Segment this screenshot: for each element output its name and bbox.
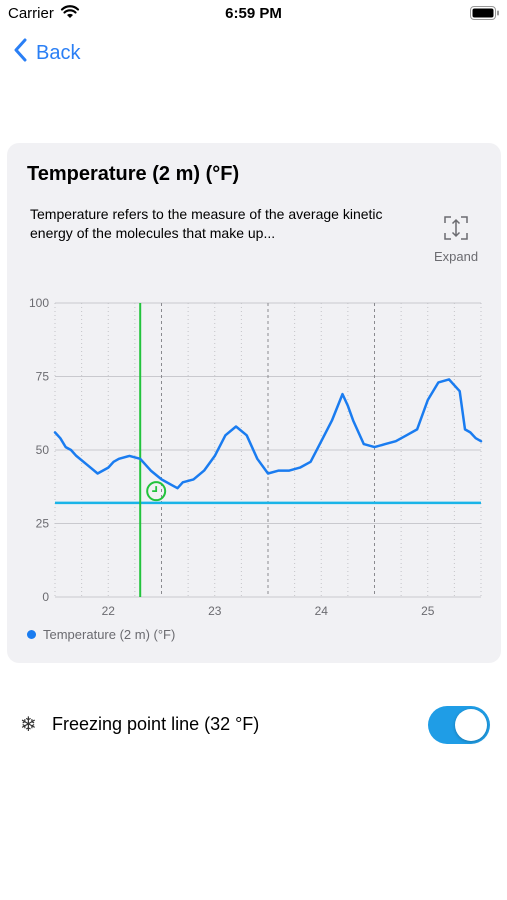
toggle-knob <box>455 709 487 741</box>
x-tick-label: 22 <box>102 604 116 618</box>
card-title: Temperature (2 m) (°F) <box>27 163 240 185</box>
x-tick-label: 25 <box>421 604 435 618</box>
battery-icon <box>470 6 500 25</box>
x-tick-label: 23 <box>208 604 222 618</box>
y-tick-label: 0 <box>42 590 49 604</box>
expand-label: Expand <box>433 249 479 264</box>
back-button[interactable]: Back <box>14 38 80 68</box>
expand-icon <box>443 215 469 246</box>
carrier-label: Carrier <box>8 5 54 22</box>
legend-dot-icon <box>27 630 36 639</box>
card-description: Temperature refers to the measure of the… <box>30 206 383 241</box>
y-tick-label: 25 <box>36 517 50 531</box>
y-tick-label: 50 <box>36 443 50 457</box>
y-tick-label: 100 <box>29 296 49 310</box>
freezing-point-toggle[interactable] <box>428 706 490 744</box>
freezing-point-setting: ❄ Freezing point line (32 °F) <box>0 702 507 746</box>
snowflake-icon: ❄ <box>20 714 37 736</box>
expand-button[interactable]: Expand <box>428 211 484 271</box>
temperature-chart[interactable]: 0 25 50 75 100 22 23 24 25 <box>7 143 501 663</box>
legend-label: Temperature (2 m) (°F) <box>43 627 176 642</box>
status-bar: Carrier 6:59 PM <box>0 0 507 28</box>
temperature-series-line <box>53 378 483 490</box>
chevron-left-icon <box>14 38 28 68</box>
temperature-card: Temperature (2 m) (°F) Temperature refer… <box>7 143 501 663</box>
clock-hands <box>152 486 158 493</box>
x-tick-label: 24 <box>315 604 329 618</box>
y-tick-label: 75 <box>36 370 50 384</box>
clock-icon <box>146 481 167 502</box>
back-label: Back <box>36 41 81 64</box>
freezing-point-label: Freezing point line (32 °F) <box>52 714 260 734</box>
chart-legend: Temperature (2 m) (°F) <box>27 627 175 642</box>
wifi-icon <box>60 4 80 25</box>
clock-label: 6:59 PM <box>225 5 282 22</box>
